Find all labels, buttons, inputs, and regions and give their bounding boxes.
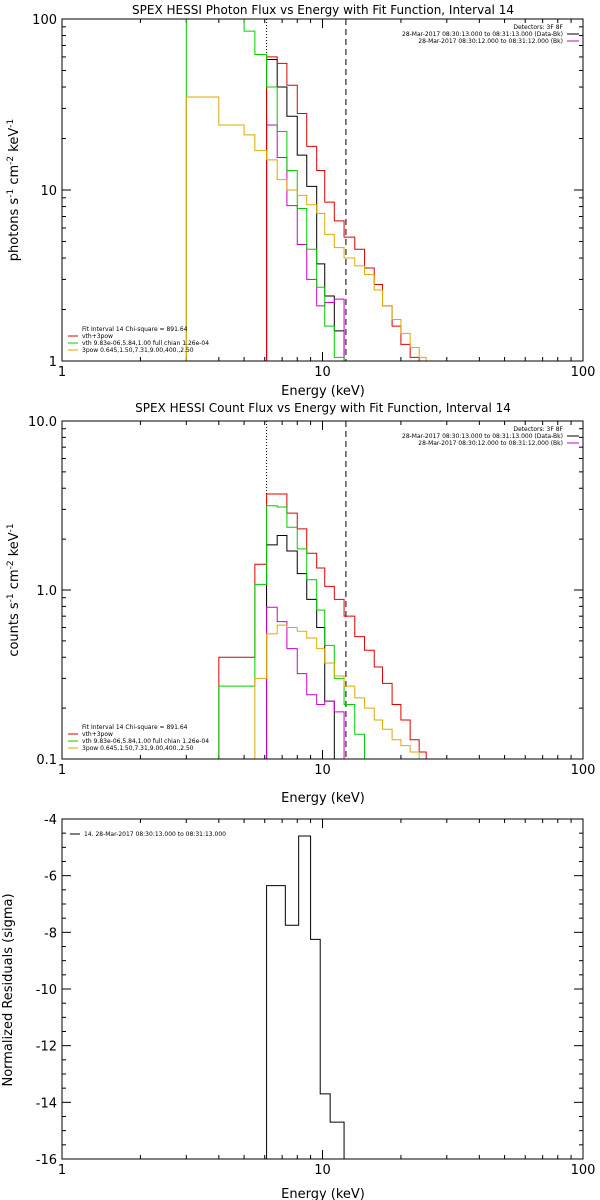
y-tick-label: 0.1 [36, 753, 57, 768]
x-tick-label: 100 [571, 365, 596, 380]
x-tick-label: 10 [314, 1163, 331, 1178]
x-tick-label: 100 [571, 763, 596, 778]
photon-flux-xlabel: Energy (keV) [281, 384, 365, 399]
photon-flux-ylabel: photons s-1 cm-2 keV-1 [6, 119, 22, 261]
photon-flux-panel: SPEX HESSI Photon Flux vs Energy with Fi… [6, 3, 595, 399]
legend-entry: vth+3pow [82, 731, 113, 738]
legend-entry: 14. 28-Mar-2017 08:30:13.000 to 08:31:13… [84, 831, 226, 838]
residuals-frame [61, 818, 584, 1160]
y-tick-label: -6 [44, 870, 57, 885]
residuals-ylabel: Normalized Residuals (sigma) [1, 893, 16, 1086]
legend-entry: 3pow 0.645,1.50,7.31,9.00,400.,2.50 [82, 347, 194, 354]
legend-entry: vth 9.83e-06,5.84,1.00 full chian 1.26e-… [82, 738, 209, 745]
y-tick-label: -12 [36, 1040, 57, 1055]
y-tick-label: 100 [32, 13, 57, 28]
count-flux-frame [61, 420, 584, 760]
series-line-4 [186, 624, 437, 759]
legend-entry: vth 9.83e-06,5.84,1.00 full chian 1.26e-… [82, 340, 209, 347]
x-tick-label: 100 [571, 1163, 596, 1178]
y-tick-label: 10 [40, 184, 57, 199]
y-tick-label: 1.0 [36, 584, 57, 599]
series-line-1 [266, 606, 355, 759]
residuals-plot: 1 10 100 -4 -6 -8 -10 -12 -14 -16 14. 28-Mar-2017 … [36, 813, 596, 1178]
y-tick-label: -14 [36, 1096, 57, 1111]
legend-entry: Fit Interval 14 Chi-square = 891.64 [82, 326, 188, 333]
x-tick-label: 10 [314, 365, 331, 380]
series-line-0 [266, 58, 345, 361]
legend-entry: 3pow 0.645,1.50,7.31,9.00,400.,2.50 [82, 745, 194, 752]
legend-entry: Detectors: 3F 8F [513, 426, 563, 433]
series-line-4 [185, 96, 427, 361]
legend-entry: Fit Interval 14 Chi-square = 891.64 [82, 724, 188, 731]
x-tick-label: 10 [314, 763, 331, 778]
legend-entry: Detectors: 3F 8F [513, 24, 563, 31]
legend-entry: 28-Mar-2017 08:30:13.000 to 08:31:13.000… [402, 31, 563, 38]
series-line-0 [266, 835, 345, 1159]
count-flux-ylabel: counts s-1 cm-2 keV-1 [6, 523, 22, 656]
count-flux-panel: SPEX HESSI Count Flux vs Energy with Fit… [6, 401, 595, 806]
y-tick-label: -16 [36, 1153, 57, 1168]
photon-flux-frame [61, 18, 584, 362]
count-flux-xlabel: Energy (keV) [281, 791, 365, 806]
count-flux-title: SPEX HESSI Count Flux vs Energy with Fit… [135, 401, 511, 415]
series-line-0 [266, 535, 345, 759]
legend-entry: 28-Mar-2017 08:30:13.000 to 08:31:13.000… [402, 433, 563, 440]
residuals-xlabel: Energy (keV) [281, 1187, 365, 1200]
legend-entry: 28-Mar-2017 08:30:12.000 to 08:31:12.000… [418, 38, 563, 45]
legend-entry: vth+3pow [82, 333, 113, 340]
series-line-2 [266, 56, 420, 361]
series-line-3 [218, 505, 375, 759]
legend-entry: 28-Mar-2017 08:30:12.000 to 08:31:12.000… [418, 440, 563, 447]
y-tick-label: -4 [44, 813, 57, 828]
y-tick-label: 1 [49, 355, 57, 370]
series-line-2 [218, 493, 437, 759]
residuals-panel: 1 10 100 -4 -6 -8 -10 -12 -14 -16 14. 28-Mar-2017 … [1, 813, 595, 1200]
series-line-3 [185, 19, 365, 361]
series-line-1 [266, 124, 355, 361]
y-tick-label: -10 [36, 983, 57, 998]
x-tick-label: 1 [58, 365, 66, 380]
y-tick-label: -8 [44, 926, 57, 941]
x-tick-label: 1 [58, 763, 66, 778]
x-tick-label: 1 [58, 1163, 66, 1178]
y-tick-label: 10.0 [28, 415, 57, 430]
photon-flux-title: SPEX HESSI Photon Flux vs Energy with Fi… [132, 3, 514, 17]
